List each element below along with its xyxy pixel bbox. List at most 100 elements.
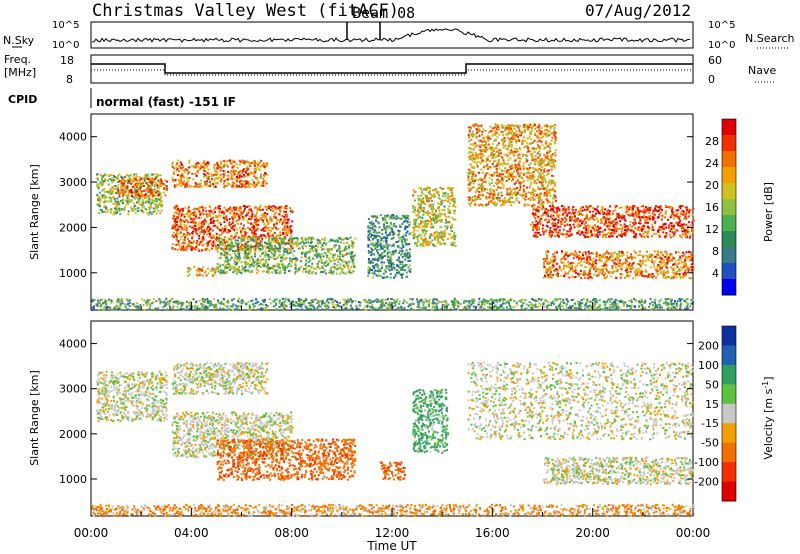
echo-cell [259, 249, 262, 252]
echo-cell [148, 206, 151, 209]
echo-cell [275, 222, 278, 225]
echo-cell [326, 264, 329, 267]
echo-cell [186, 274, 189, 277]
echo-cell [284, 243, 287, 246]
echo-cell [241, 236, 243, 239]
echo-cell [159, 194, 162, 197]
echo-cell [183, 242, 186, 245]
echo-cell [323, 248, 326, 250]
echo-cell [498, 133, 501, 136]
echo-cell [261, 182, 264, 185]
echo-cell [253, 185, 256, 188]
echo-cell [238, 185, 241, 188]
echo-cell [554, 190, 556, 193]
echo-cell [306, 238, 309, 241]
echo-cell [125, 194, 128, 197]
echo-cell [497, 193, 500, 196]
echo-cell [323, 262, 326, 265]
echo-cell [240, 222, 243, 225]
echo-cell [200, 225, 203, 228]
echo-cell [510, 132, 513, 135]
echo-cell [246, 235, 249, 238]
echo-cell [249, 218, 252, 221]
echo-cell [476, 154, 479, 157]
echo-cell [211, 217, 214, 220]
echo-cell [295, 243, 298, 246]
echo-cell [147, 177, 150, 180]
echo-cell [433, 236, 436, 239]
echo-cell [538, 206, 541, 209]
echo-cell [198, 273, 201, 276]
echo-cell [474, 174, 477, 177]
echo-cell [141, 206, 144, 209]
echo-cell [249, 161, 252, 164]
echo-cell [498, 180, 501, 183]
echo-cell [387, 261, 390, 264]
echo-cell [236, 173, 239, 176]
echo-cell [533, 181, 536, 184]
echo-cell [206, 241, 209, 244]
echo-cell [471, 175, 474, 178]
echo-cell [300, 241, 303, 244]
echo-cell [184, 185, 187, 188]
echo-cell [540, 181, 543, 184]
echo-cell [282, 232, 284, 235]
echo-cell [270, 244, 273, 247]
echo-cell [408, 248, 411, 251]
echo-cell [539, 176, 542, 179]
echo-cell [109, 197, 112, 199]
echo-cell [308, 250, 311, 253]
echo-cell [545, 191, 548, 194]
echo-cell [386, 243, 389, 246]
echo-cell [103, 201, 106, 204]
echo-cell [345, 241, 348, 244]
echo-cell [150, 203, 152, 206]
echo-cell [214, 182, 217, 184]
echo-cell [201, 229, 204, 232]
echo-cell [403, 264, 406, 267]
echo-cell [490, 199, 493, 202]
echo-cell [429, 221, 432, 223]
echo-cell [182, 245, 185, 248]
echo-cell [144, 207, 147, 210]
echo-cell [274, 216, 277, 219]
echo-cell [510, 129, 513, 132]
echo-cell [225, 208, 228, 211]
echo-cell [493, 165, 495, 168]
echo-cell [277, 255, 280, 258]
echo-cell [278, 213, 281, 216]
echo-cell [118, 195, 121, 198]
echo-cell [341, 238, 344, 241]
echo-cell [173, 215, 176, 218]
echo-cell [152, 196, 155, 199]
echo-cell [150, 206, 153, 209]
echo-cell [286, 226, 289, 229]
echo-cell [149, 181, 152, 184]
echo-cell [328, 240, 331, 243]
echo-cell [207, 267, 209, 270]
echo-cell [221, 271, 224, 274]
echo-cell [415, 243, 418, 246]
echo-cell [516, 167, 519, 170]
echo-cell [418, 234, 421, 237]
echo-cell [396, 269, 399, 272]
echo-cell [326, 254, 329, 257]
echo-cell [528, 126, 531, 129]
echo-cell [120, 208, 123, 211]
echo-cell [514, 125, 517, 128]
echo-cell [311, 236, 314, 239]
echo-cell [371, 234, 373, 236]
echo-cell [166, 188, 168, 191]
echo-cell [262, 177, 265, 180]
echo-cell [296, 237, 299, 240]
echo-cell [175, 164, 178, 167]
echo-cell [376, 245, 379, 248]
echo-cell [532, 177, 535, 180]
echo-cell [372, 258, 375, 261]
echo-cell [438, 236, 441, 238]
echo-cell [376, 232, 379, 235]
echo-cell [186, 234, 189, 237]
echo-cell [538, 164, 541, 167]
echo-cell [190, 185, 193, 188]
echo-cell [518, 193, 521, 196]
